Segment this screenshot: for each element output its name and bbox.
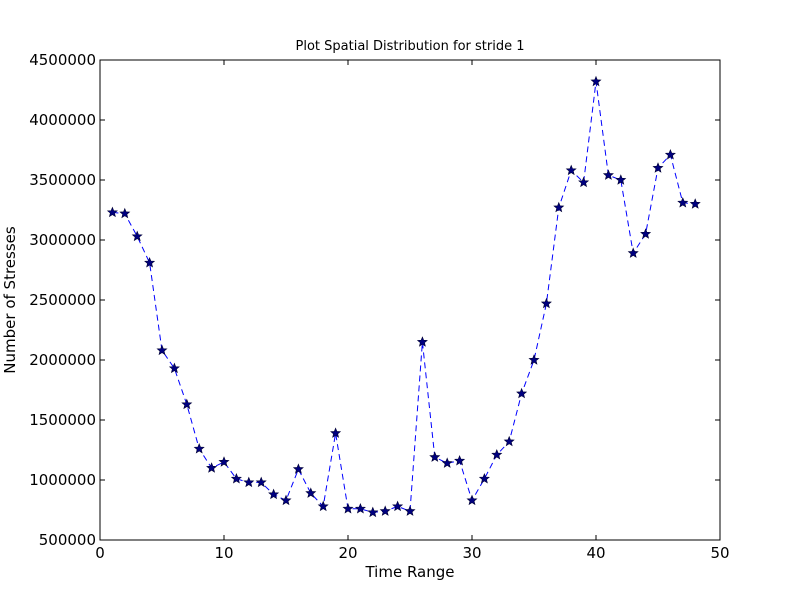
data-point-marker (230, 472, 242, 484)
data-point-marker (131, 230, 143, 242)
data-markers-group (106, 75, 701, 518)
x-tick-label: 0 (95, 544, 105, 562)
y-tick-label: 1500000 (29, 411, 96, 429)
series-line (112, 81, 696, 513)
data-point-marker (677, 196, 689, 208)
data-point-marker (602, 169, 614, 180)
data-point-marker (342, 502, 354, 514)
data-point-marker (379, 505, 391, 516)
y-tick-label: 3000000 (29, 231, 96, 249)
data-point-marker (491, 448, 503, 460)
x-tick-label: 20 (338, 544, 357, 562)
data-point-marker (404, 505, 416, 516)
data-point-marker (689, 198, 701, 209)
data-point-marker (528, 354, 540, 365)
x-axis: 0 10 20 30 40 50 (95, 60, 730, 562)
data-point-marker (540, 297, 552, 309)
x-axis-label: Time Range (364, 563, 454, 581)
data-point-marker (367, 506, 379, 518)
data-point-marker (106, 206, 118, 218)
data-point-marker (218, 456, 230, 467)
data-point-marker (193, 442, 205, 454)
data-point-marker (590, 75, 602, 87)
x-tick-label: 50 (710, 544, 729, 562)
x-tick-label: 40 (586, 544, 605, 562)
data-point-marker (652, 162, 664, 173)
data-point-marker (416, 336, 428, 347)
y-axis-label: Number of Stresses (1, 226, 19, 374)
data-point-marker (441, 457, 453, 468)
data-point-marker (478, 472, 490, 484)
data-point-marker (516, 387, 528, 399)
data-point-marker (615, 174, 627, 185)
data-point-marker (292, 463, 304, 474)
data-point-marker (330, 427, 342, 438)
data-point-marker (268, 488, 280, 500)
data-point-marker (454, 454, 466, 466)
data-point-marker (640, 228, 652, 239)
data-point-marker (305, 487, 317, 498)
data-point-marker (181, 398, 193, 410)
data-point-marker (565, 164, 577, 176)
data-point-marker (144, 256, 156, 268)
data-point-marker (206, 462, 218, 473)
x-tick-label: 30 (462, 544, 481, 562)
data-point-marker (317, 500, 329, 512)
data-point-marker (553, 201, 565, 213)
data-point-marker (664, 148, 676, 160)
y-tick-label: 1000000 (29, 471, 96, 489)
plot-frame (99, 59, 721, 541)
data-point-marker (168, 362, 180, 374)
y-tick-label: 2500000 (29, 291, 96, 309)
x-tick-label: 10 (214, 544, 233, 562)
y-tick-label: 2000000 (29, 351, 96, 369)
data-series-line-group (112, 81, 696, 513)
data-point-marker (243, 476, 255, 488)
chart-title: Plot Spatial Distribution for stride 1 (296, 39, 525, 54)
y-tick-label: 500000 (39, 531, 96, 549)
data-point-marker (119, 207, 131, 219)
data-point-marker (578, 176, 590, 188)
data-point-marker (392, 500, 404, 512)
data-point-marker (255, 476, 267, 488)
data-point-marker (280, 494, 292, 506)
y-axis: 500000 1000000 1500000 2000000 2500000 300000… (29, 51, 720, 549)
y-tick-label: 4000000 (29, 111, 96, 129)
y-tick-label: 3500000 (29, 171, 96, 189)
data-point-marker (156, 344, 168, 356)
data-point-marker (627, 247, 639, 258)
data-point-marker (503, 435, 515, 447)
y-tick-label: 4500000 (29, 51, 96, 69)
data-point-marker (466, 494, 478, 506)
data-point-marker (429, 451, 441, 462)
data-point-marker (354, 502, 366, 514)
